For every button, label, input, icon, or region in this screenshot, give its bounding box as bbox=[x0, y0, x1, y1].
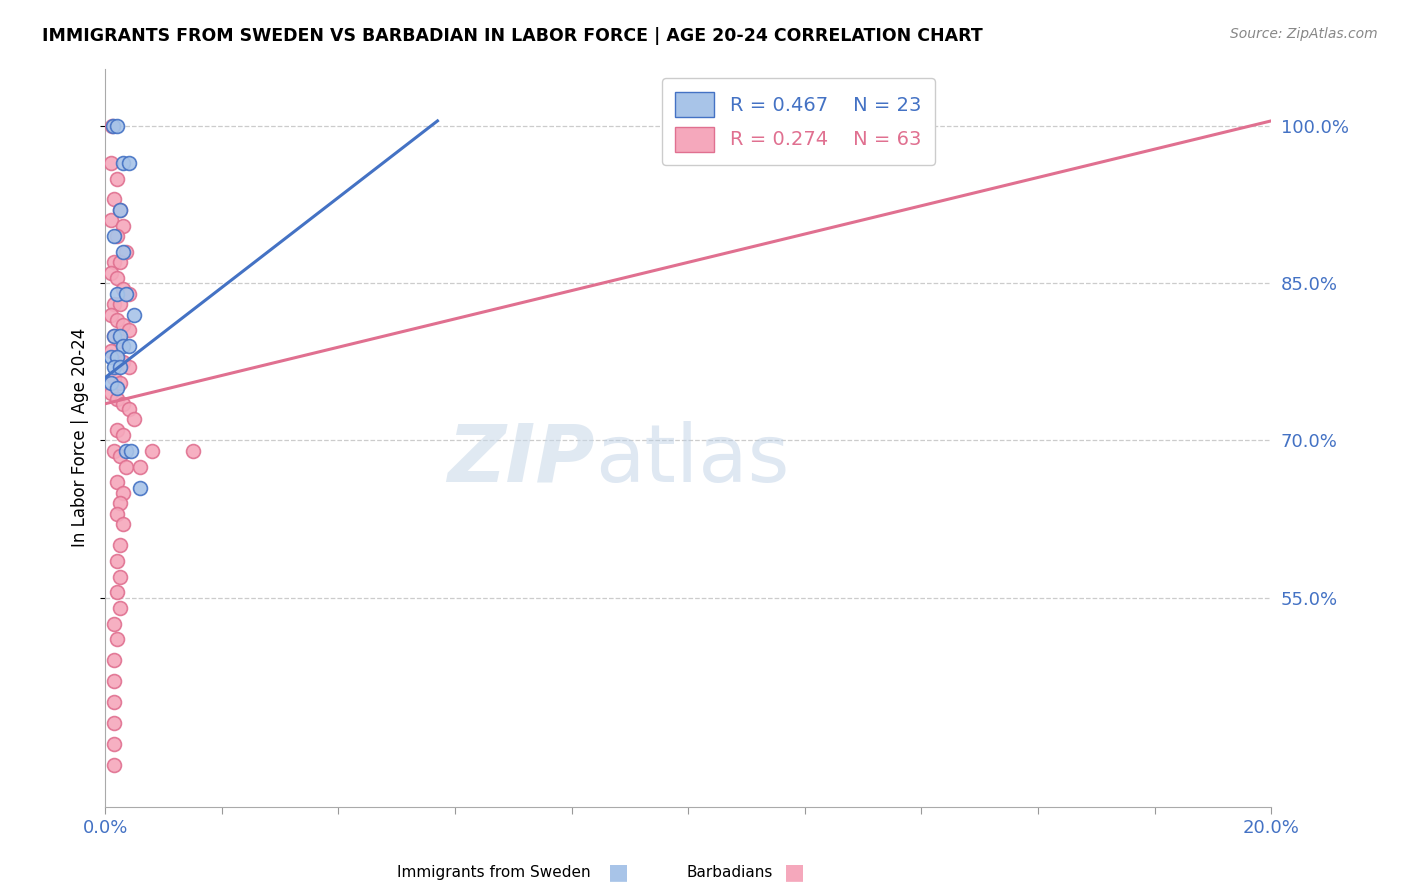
Point bbox=[105, 507, 128, 521]
Point bbox=[117, 323, 139, 337]
Point bbox=[103, 229, 125, 244]
Point bbox=[117, 156, 139, 170]
Point bbox=[100, 386, 122, 401]
Point bbox=[111, 397, 134, 411]
Point bbox=[108, 496, 131, 510]
Point bbox=[100, 213, 122, 227]
Point bbox=[103, 674, 125, 689]
Point bbox=[103, 616, 125, 631]
Point bbox=[114, 286, 136, 301]
Point bbox=[129, 459, 152, 474]
Point bbox=[103, 695, 125, 709]
Point bbox=[100, 350, 122, 364]
Point bbox=[103, 758, 125, 772]
Point bbox=[111, 517, 134, 532]
Point bbox=[103, 255, 125, 269]
Point bbox=[111, 219, 134, 233]
Point bbox=[100, 156, 122, 170]
Point bbox=[105, 119, 128, 133]
Point bbox=[114, 459, 136, 474]
Text: IMMIGRANTS FROM SWEDEN VS BARBADIAN IN LABOR FORCE | AGE 20-24 CORRELATION CHART: IMMIGRANTS FROM SWEDEN VS BARBADIAN IN L… bbox=[42, 27, 983, 45]
Text: ■: ■ bbox=[609, 863, 628, 882]
Point bbox=[103, 443, 125, 458]
Point bbox=[103, 360, 125, 375]
Point bbox=[105, 171, 128, 186]
Point bbox=[105, 350, 128, 364]
Point bbox=[100, 308, 122, 322]
Point bbox=[101, 119, 124, 133]
Point bbox=[103, 328, 125, 343]
Point bbox=[105, 632, 128, 647]
Text: Barbadians: Barbadians bbox=[688, 865, 773, 880]
Text: Source: ZipAtlas.com: Source: ZipAtlas.com bbox=[1230, 27, 1378, 41]
Point bbox=[105, 475, 128, 490]
Point bbox=[108, 538, 131, 552]
Point bbox=[108, 202, 131, 217]
Point bbox=[111, 318, 134, 333]
Point bbox=[105, 350, 128, 364]
Text: ■: ■ bbox=[785, 863, 804, 882]
Point bbox=[117, 360, 139, 375]
Point bbox=[181, 443, 204, 458]
Point bbox=[108, 255, 131, 269]
Point bbox=[120, 443, 142, 458]
Point bbox=[117, 339, 139, 353]
Point bbox=[108, 328, 131, 343]
Text: ZIP: ZIP bbox=[447, 421, 595, 499]
Point bbox=[103, 193, 125, 207]
Y-axis label: In Labor Force | Age 20-24: In Labor Force | Age 20-24 bbox=[72, 328, 89, 548]
Point bbox=[111, 339, 134, 353]
Point bbox=[105, 392, 128, 406]
Point bbox=[103, 328, 125, 343]
Point bbox=[108, 297, 131, 311]
Point bbox=[111, 428, 134, 442]
Point bbox=[124, 412, 146, 426]
Point bbox=[105, 229, 128, 244]
Point bbox=[100, 344, 122, 359]
Point bbox=[101, 119, 124, 133]
Point bbox=[129, 481, 152, 495]
Text: atlas: atlas bbox=[595, 421, 789, 499]
Point bbox=[103, 370, 125, 384]
Point bbox=[108, 360, 131, 375]
Point bbox=[105, 381, 128, 395]
Point bbox=[114, 244, 136, 259]
Point bbox=[105, 585, 128, 599]
Point bbox=[111, 355, 134, 369]
Point bbox=[108, 449, 131, 463]
Point bbox=[117, 286, 139, 301]
Point bbox=[103, 297, 125, 311]
Point bbox=[105, 554, 128, 568]
Point bbox=[111, 281, 134, 295]
Point bbox=[114, 443, 136, 458]
Point bbox=[124, 308, 146, 322]
Point bbox=[100, 266, 122, 280]
Text: Immigrants from Sweden: Immigrants from Sweden bbox=[396, 865, 591, 880]
Point bbox=[111, 156, 134, 170]
Point bbox=[108, 569, 131, 583]
Point bbox=[105, 313, 128, 327]
Point bbox=[103, 737, 125, 751]
Point bbox=[108, 202, 131, 217]
Point bbox=[108, 334, 131, 348]
Point bbox=[108, 601, 131, 615]
Point bbox=[105, 423, 128, 437]
Point bbox=[105, 286, 128, 301]
Point bbox=[111, 485, 134, 500]
Point bbox=[141, 443, 163, 458]
Point bbox=[103, 716, 125, 731]
Legend: R = 0.467    N = 23, R = 0.274    N = 63: R = 0.467 N = 23, R = 0.274 N = 63 bbox=[662, 78, 935, 165]
Point bbox=[103, 653, 125, 667]
Point bbox=[100, 376, 122, 390]
Point bbox=[111, 244, 134, 259]
Point bbox=[108, 376, 131, 390]
Point bbox=[117, 401, 139, 416]
Point bbox=[105, 271, 128, 285]
